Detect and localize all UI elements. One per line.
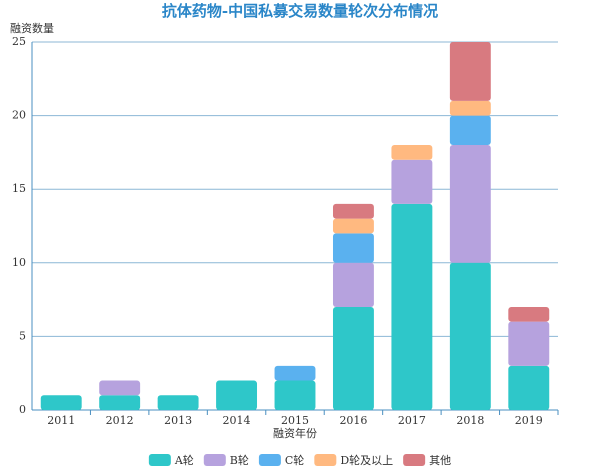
x-tick-label: 2013 — [164, 414, 192, 427]
x-tick-label: 2019 — [515, 414, 543, 427]
y-tick-label: 20 — [12, 109, 26, 122]
y-tick-label: 15 — [12, 182, 26, 195]
bar-segment — [99, 395, 141, 410]
bar-segment — [508, 321, 550, 366]
x-tick-label: 2011 — [47, 414, 75, 427]
y-tick-label: 0 — [19, 403, 26, 416]
bar-segment — [157, 395, 199, 410]
bar-segment — [274, 380, 316, 410]
x-tick-label: 2012 — [106, 414, 134, 427]
bar-segment — [449, 42, 491, 101]
y-tick-label: 5 — [19, 329, 26, 342]
bar-segment — [332, 233, 374, 263]
x-tick-label: 2014 — [223, 414, 251, 427]
bar-segment — [391, 145, 433, 160]
bar-segment — [449, 145, 491, 263]
legend-swatch — [258, 454, 281, 466]
legend-label: C轮 — [285, 453, 304, 467]
bar-segment — [391, 159, 433, 204]
bar-segment — [332, 218, 374, 234]
bar-segment — [332, 306, 374, 410]
bar-segment — [40, 395, 82, 410]
chart-title: 抗体药物-中国私募交易数量轮次分布情况 — [162, 2, 438, 20]
legend-label: D轮及以上 — [340, 453, 393, 467]
x-tick-label: 2018 — [456, 414, 484, 427]
legend-label: B轮 — [230, 453, 249, 467]
legend-label: 其他 — [429, 454, 451, 467]
bar-segment — [332, 203, 374, 219]
x-tick-label: 2016 — [339, 414, 367, 427]
bar-segment — [274, 365, 316, 381]
legend-swatch — [148, 454, 171, 466]
legend-swatch — [403, 454, 426, 466]
legend-swatch — [203, 454, 226, 466]
bar-segment — [332, 262, 374, 307]
legend-label: A轮 — [174, 453, 194, 467]
bar-segment — [508, 365, 550, 410]
bar-segment — [99, 380, 141, 396]
y-tick-label: 10 — [12, 256, 26, 269]
x-tick-label: 2015 — [281, 414, 309, 427]
bar-segment — [216, 380, 258, 410]
bar-segment — [449, 100, 491, 116]
bar-segment — [449, 262, 491, 410]
x-axis-label: 融资年份 — [273, 426, 317, 440]
bar-segment — [391, 203, 433, 410]
legend-swatch — [314, 454, 337, 466]
y-axis-label: 融资数量 — [10, 22, 54, 35]
bar-segment — [508, 306, 550, 322]
x-tick-label: 2017 — [398, 414, 426, 427]
y-tick-label: 25 — [12, 35, 26, 48]
bar-segment — [449, 115, 491, 146]
